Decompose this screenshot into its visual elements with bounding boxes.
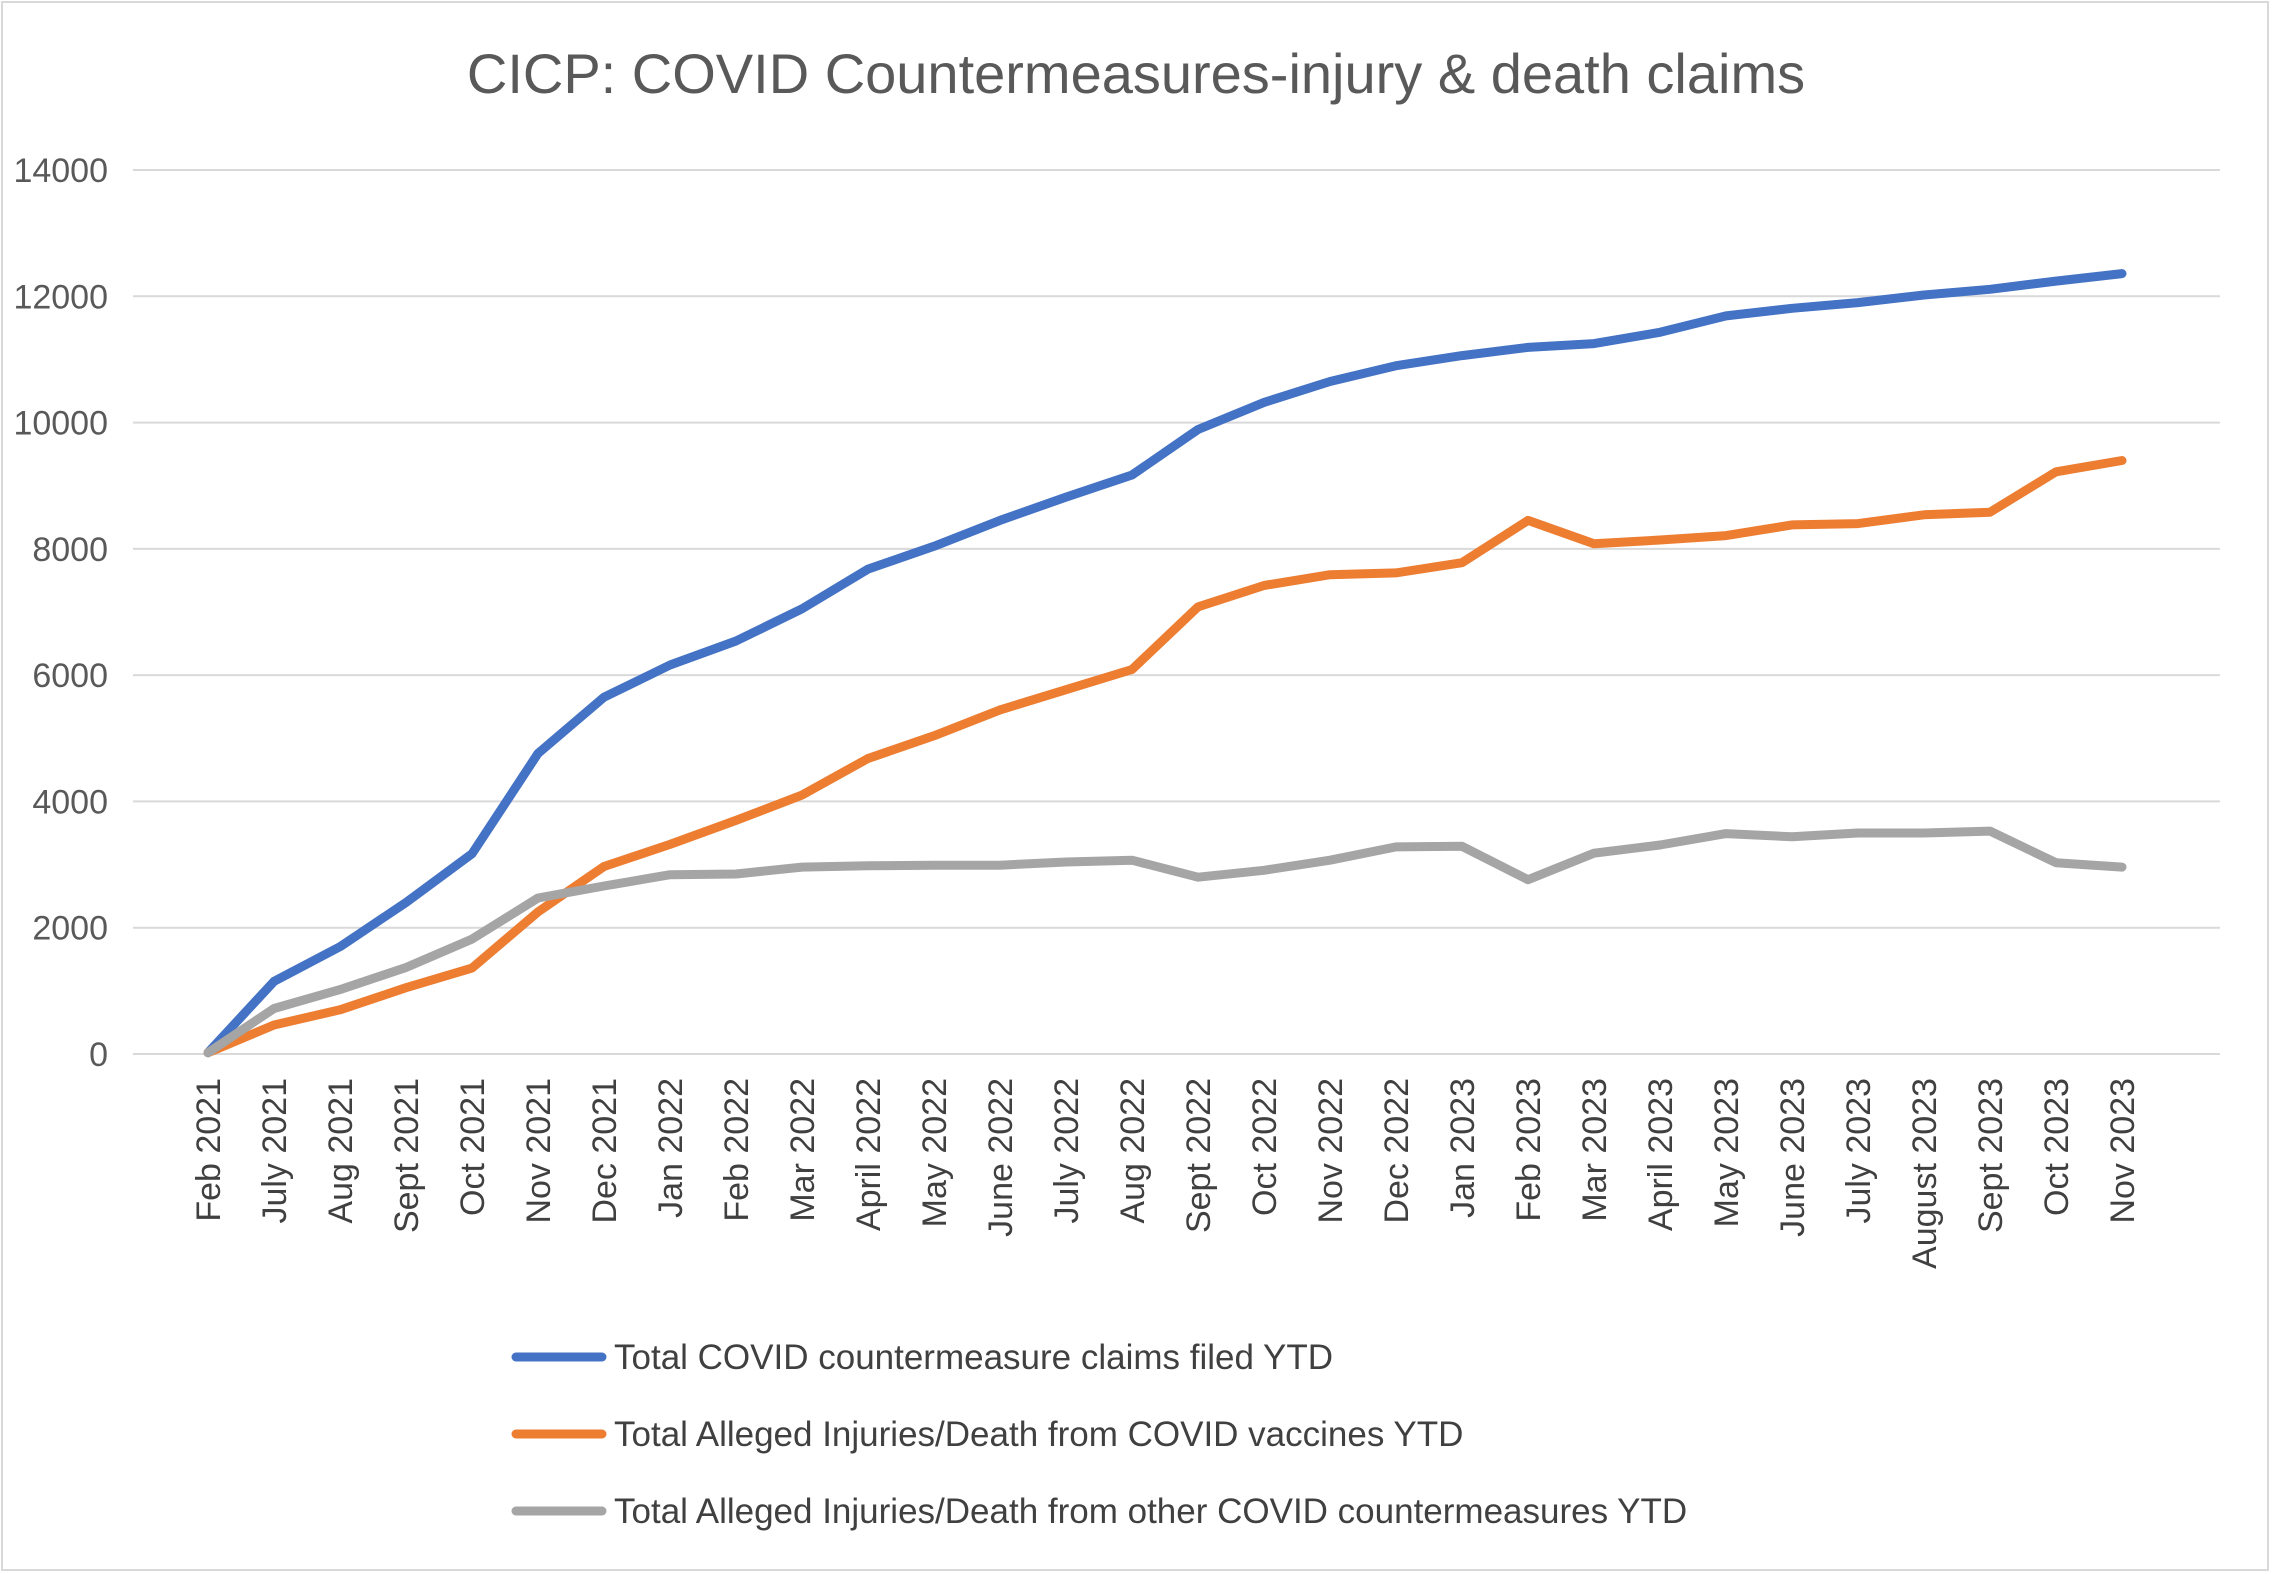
x-tick-label: Jan 2022: [652, 1078, 690, 1218]
x-tick-label: June 2022: [982, 1078, 1020, 1237]
y-tick-label: 8000: [32, 531, 108, 569]
y-tick-label: 12000: [13, 278, 108, 316]
x-tick-label: Nov 2023: [2104, 1078, 2142, 1224]
x-tick-label: June 2023: [1774, 1078, 1812, 1237]
x-tick-label: May 2023: [1708, 1078, 1746, 1227]
legend: Total COVID countermeasure claims filed …: [511, 1338, 1687, 1531]
legend-label-2: Total Alleged Injuries/Death from COVID …: [614, 1415, 1463, 1454]
x-tick-label: Feb 2023: [1510, 1078, 1548, 1222]
y-tick-label: 6000: [32, 657, 108, 695]
x-tick-label: July 2021: [256, 1078, 294, 1224]
x-tick-label: April 2022: [850, 1078, 888, 1231]
x-tick-label: Aug 2021: [322, 1078, 360, 1224]
x-tick-label: Aug 2022: [1114, 1078, 1152, 1224]
x-tick-label: Sept 2021: [388, 1078, 426, 1233]
x-tick-label: Oct 2021: [454, 1078, 492, 1216]
y-tick-label: 4000: [32, 783, 108, 821]
x-tick-label: Oct 2023: [2038, 1078, 2076, 1216]
x-axis: Feb 2021 July 2021 Aug 2021 Sept 2021 Oct 20…: [190, 1078, 2142, 1269]
x-tick-label: Nov 2021: [520, 1078, 558, 1224]
x-tick-label: Feb 2022: [718, 1078, 756, 1222]
x-tick-label: Feb 2021: [190, 1078, 228, 1222]
x-tick-label: August 2023: [1906, 1078, 1944, 1269]
series-lines: [203, 269, 2127, 1058]
x-tick-label: July 2022: [1048, 1078, 1086, 1224]
series-line-3: [203, 826, 2127, 1058]
y-tick-label: 0: [89, 1036, 108, 1074]
y-tick-label: 14000: [13, 152, 108, 190]
chart-title: CICP: COVID Countermeasures-injury & dea…: [467, 42, 1805, 105]
x-tick-label: April 2023: [1642, 1078, 1680, 1231]
x-tick-label: Dec 2021: [586, 1078, 624, 1224]
series-line-1: [203, 269, 2127, 1058]
x-tick-label: Dec 2022: [1378, 1078, 1416, 1224]
x-tick-label: Oct 2022: [1246, 1078, 1284, 1216]
legend-label-1: Total COVID countermeasure claims filed …: [614, 1338, 1333, 1377]
x-tick-label: Nov 2022: [1312, 1078, 1350, 1224]
legend-label-3: Total Alleged Injuries/Death from other …: [614, 1492, 1687, 1531]
x-tick-label: Mar 2023: [1576, 1078, 1614, 1222]
x-tick-label: Jan 2023: [1444, 1078, 1482, 1218]
x-tick-label: May 2022: [916, 1078, 954, 1227]
y-tick-label: 10000: [13, 405, 108, 443]
x-tick-label: Mar 2022: [784, 1078, 822, 1222]
series-line-2: [203, 456, 2127, 1058]
x-tick-label: July 2023: [1840, 1078, 1878, 1224]
y-axis: 0 2000 4000 6000 8000 10000 12000 14000: [13, 152, 108, 1074]
x-tick-label: Sept 2022: [1180, 1078, 1218, 1233]
gridlines: [133, 169, 2220, 1055]
x-tick-label: Sept 2023: [1972, 1078, 2010, 1233]
y-tick-label: 2000: [32, 910, 108, 948]
